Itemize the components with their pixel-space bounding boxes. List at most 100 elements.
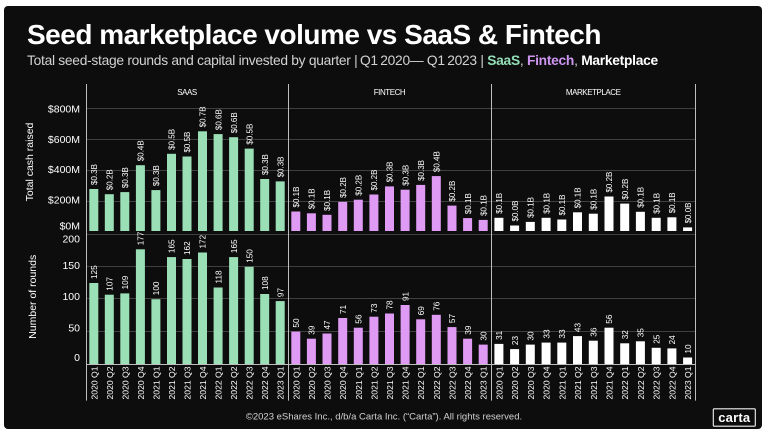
- svg-text:$0.1B: $0.1B: [292, 187, 301, 208]
- svg-text:109: 109: [121, 275, 130, 289]
- svg-text:$400M: $400M: [48, 164, 80, 176]
- svg-text:2020 Q4: 2020 Q4: [542, 366, 552, 399]
- svg-text:$0.1B: $0.1B: [652, 193, 661, 214]
- svg-text:36: 36: [590, 327, 599, 337]
- svg-text:2022 Q4: 2022 Q4: [667, 366, 677, 399]
- svg-text:$0.1B: $0.1B: [479, 195, 488, 216]
- svg-text:©2023 eShares Inc., d/b/a Cart: ©2023 eShares Inc., d/b/a Carta Inc. (“C…: [246, 412, 522, 423]
- svg-text:2021 Q3: 2021 Q3: [183, 366, 193, 399]
- svg-text:2022 Q3: 2022 Q3: [448, 366, 458, 399]
- svg-text:39: 39: [308, 325, 317, 335]
- svg-text:2021 Q3: 2021 Q3: [589, 366, 599, 399]
- svg-text:$0.2B: $0.2B: [448, 181, 457, 202]
- svg-text:2021 Q2: 2021 Q2: [573, 366, 583, 399]
- svg-text:100: 100: [152, 281, 161, 295]
- svg-text:35: 35: [637, 328, 646, 338]
- svg-text:2022 Q3: 2022 Q3: [652, 366, 662, 399]
- svg-text:165: 165: [168, 239, 177, 253]
- svg-text:43: 43: [574, 323, 583, 333]
- svg-text:FINTECH: FINTECH: [374, 88, 406, 97]
- svg-text:$0.3B: $0.3B: [121, 167, 130, 188]
- svg-text:$0.3B: $0.3B: [276, 156, 285, 177]
- svg-text:24: 24: [668, 335, 677, 345]
- svg-text:78: 78: [386, 300, 395, 310]
- svg-text:$600M: $600M: [48, 134, 80, 146]
- svg-text:2020 Q1: 2020 Q1: [89, 366, 99, 399]
- svg-text:2021 Q2: 2021 Q2: [167, 366, 177, 399]
- svg-text:118: 118: [214, 270, 223, 283]
- svg-text:$0.1B: $0.1B: [668, 192, 677, 213]
- svg-text:56: 56: [605, 314, 614, 324]
- svg-text:$0.3B: $0.3B: [386, 161, 395, 182]
- svg-text:2022 Q2: 2022 Q2: [229, 366, 239, 399]
- svg-text:50: 50: [68, 323, 80, 335]
- svg-text:71: 71: [339, 304, 348, 314]
- svg-text:165: 165: [230, 239, 239, 253]
- svg-text:2022 Q3: 2022 Q3: [245, 366, 255, 399]
- svg-text:$0.6B: $0.6B: [230, 112, 239, 133]
- svg-text:$200M: $200M: [48, 195, 80, 207]
- svg-text:$0.5B: $0.5B: [168, 129, 177, 150]
- svg-text:162: 162: [183, 241, 192, 255]
- svg-text:MARKETPLACE: MARKETPLACE: [566, 88, 621, 97]
- svg-text:150: 150: [245, 249, 254, 263]
- svg-text:50: 50: [292, 318, 301, 328]
- svg-text:$0.5B: $0.5B: [245, 124, 254, 145]
- svg-text:2021 Q3: 2021 Q3: [385, 366, 395, 399]
- svg-text:33: 33: [558, 329, 567, 339]
- svg-text:$0.2B: $0.2B: [370, 170, 379, 191]
- svg-text:2020 Q3: 2020 Q3: [323, 366, 333, 399]
- svg-text:$0.2B: $0.2B: [339, 177, 348, 198]
- svg-text:$0.1B: $0.1B: [308, 188, 317, 209]
- svg-text:2022 Q4: 2022 Q4: [260, 366, 270, 399]
- svg-text:0: 0: [74, 352, 80, 364]
- svg-text:$800M: $800M: [48, 103, 80, 115]
- svg-text:$0.3B: $0.3B: [261, 154, 270, 175]
- svg-text:76: 76: [433, 301, 442, 311]
- svg-text:172: 172: [199, 234, 208, 248]
- svg-text:$0.2B: $0.2B: [355, 175, 364, 196]
- svg-text:$0.2B: $0.2B: [621, 179, 630, 200]
- svg-text:$0.1B: $0.1B: [323, 190, 332, 211]
- svg-text:97: 97: [276, 288, 285, 298]
- svg-text:2021 Q4: 2021 Q4: [401, 366, 411, 399]
- svg-text:2021 Q1: 2021 Q1: [354, 366, 364, 399]
- svg-text:57: 57: [448, 314, 457, 324]
- svg-text:2020 Q4: 2020 Q4: [136, 366, 146, 399]
- svg-text:2020 Q2: 2020 Q2: [307, 366, 317, 399]
- svg-text:2022 Q2: 2022 Q2: [432, 366, 442, 399]
- svg-text:33: 33: [542, 329, 551, 339]
- svg-text:$0.4B: $0.4B: [137, 140, 146, 161]
- svg-text:$0.1B: $0.1B: [558, 195, 567, 216]
- svg-text:2020 Q1: 2020 Q1: [291, 366, 301, 399]
- svg-text:30: 30: [527, 331, 536, 341]
- svg-text:69: 69: [417, 306, 426, 316]
- svg-text:$0.0B: $0.0B: [684, 202, 693, 223]
- svg-text:150: 150: [62, 260, 80, 272]
- svg-text:$0.1B: $0.1B: [495, 193, 504, 214]
- svg-text:Total cash raised: Total cash raised: [24, 122, 36, 201]
- svg-text:$0.1B: $0.1B: [590, 189, 599, 210]
- svg-text:2022 Q4: 2022 Q4: [463, 366, 473, 399]
- svg-text:$0.1B: $0.1B: [527, 197, 536, 218]
- svg-text:2023 Q1: 2023 Q1: [479, 366, 489, 399]
- svg-text:$0.3B: $0.3B: [401, 165, 410, 186]
- svg-text:2022 Q1: 2022 Q1: [416, 366, 426, 399]
- svg-text:100: 100: [62, 291, 80, 303]
- svg-text:$0.1B: $0.1B: [464, 193, 473, 214]
- svg-text:31: 31: [495, 330, 504, 340]
- svg-text:47: 47: [323, 320, 332, 330]
- svg-text:$0.1B: $0.1B: [637, 187, 646, 208]
- svg-text:$0.2B: $0.2B: [106, 169, 115, 190]
- svg-text:2020 Q2: 2020 Q2: [510, 366, 520, 399]
- svg-text:$0.5B: $0.5B: [183, 132, 192, 153]
- svg-text:56: 56: [355, 314, 364, 324]
- svg-text:$0.3B: $0.3B: [90, 164, 99, 185]
- svg-text:$0M: $0M: [60, 221, 80, 233]
- svg-text:2022 Q1: 2022 Q1: [214, 366, 224, 399]
- svg-text:$0.2B: $0.2B: [605, 172, 614, 193]
- svg-text:Seed marketplace volume vs Saa: Seed marketplace volume vs SaaS & Fintec…: [27, 19, 601, 50]
- svg-text:108: 108: [261, 276, 270, 290]
- svg-text:$0.1B: $0.1B: [574, 187, 583, 208]
- svg-text:2022 Q2: 2022 Q2: [636, 366, 646, 399]
